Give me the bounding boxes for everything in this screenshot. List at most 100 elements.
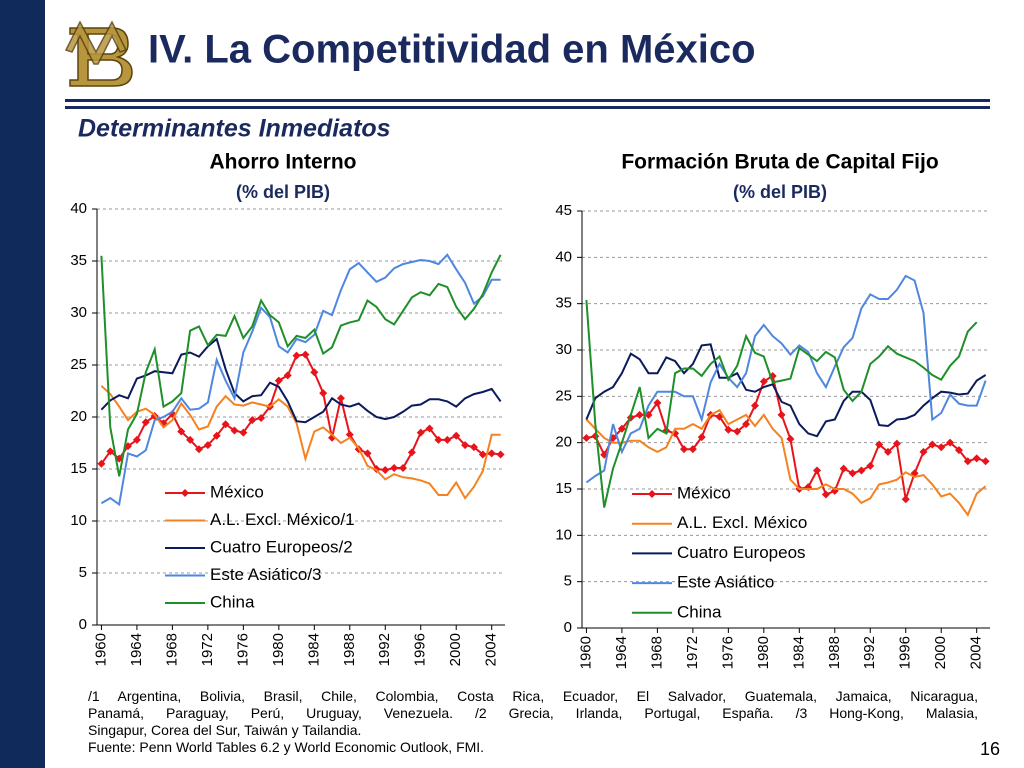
point [582, 434, 591, 443]
point [688, 445, 697, 454]
point [203, 441, 212, 450]
point [132, 435, 141, 444]
point [892, 439, 901, 448]
point [981, 457, 990, 466]
series-line [100, 385, 501, 500]
point [653, 398, 662, 407]
y-tick-label: 20 [70, 408, 87, 425]
x-tick-label: 2000 [447, 633, 464, 666]
point [319, 389, 328, 398]
x-tick-label: 1972 [684, 636, 701, 669]
series-line [586, 374, 986, 500]
legend-label: China [210, 592, 255, 611]
chart-subtitle: (% del PIB) [733, 182, 827, 202]
point [617, 424, 626, 433]
page-number: 16 [980, 739, 1000, 759]
legend-label: Cuatro Europeos/2 [210, 537, 353, 556]
logo [64, 20, 133, 87]
legend-label: China [677, 602, 722, 621]
legend-label: México [210, 482, 264, 501]
point [221, 420, 230, 429]
series-line [585, 408, 987, 517]
point [106, 447, 115, 456]
point [866, 461, 875, 470]
point [434, 435, 443, 444]
point [724, 425, 733, 434]
series-line [100, 353, 501, 472]
rule [65, 106, 990, 109]
rule [65, 99, 990, 102]
side-bar [0, 0, 45, 768]
point [954, 446, 963, 455]
point [212, 431, 221, 440]
point [848, 469, 857, 478]
point [469, 443, 478, 452]
y-tick-label: 40 [70, 200, 87, 217]
point [821, 490, 830, 499]
series-line [100, 337, 502, 424]
point [901, 495, 910, 504]
point [363, 449, 372, 458]
legend-marker [648, 490, 656, 498]
series-line [585, 274, 987, 484]
chart-title: Ahorro Interno [210, 151, 357, 174]
point [257, 414, 266, 423]
x-tick-label: 1972 [199, 633, 216, 666]
point [759, 377, 768, 386]
point [786, 434, 795, 443]
point [399, 463, 407, 472]
point [813, 466, 822, 475]
x-tick-label: 2004 [968, 636, 985, 669]
y-tick-label: 25 [70, 356, 87, 373]
point [230, 426, 239, 435]
point [839, 464, 848, 473]
x-tick-label: 1980 [755, 636, 772, 669]
logo-m [64, 20, 128, 65]
x-tick-label: 1988 [341, 633, 358, 666]
legend-label: Este Asiático/3 [210, 565, 322, 584]
footnote: /1 Argentina, Bolivia, Brasil, Chile, Co… [88, 688, 978, 704]
point [407, 448, 416, 457]
y-tick-label: 35 [70, 252, 87, 269]
series-line [100, 254, 502, 477]
slide-title: IV. La Competitividad en México [148, 28, 756, 72]
x-tick-label: 1980 [270, 633, 287, 666]
y-tick-label: 0 [564, 619, 572, 636]
point [97, 459, 106, 468]
x-tick-label: 1984 [305, 633, 322, 666]
x-tick-label: 1976 [234, 633, 251, 666]
y-tick-label: 35 [555, 295, 572, 312]
y-tick-label: 10 [555, 526, 572, 543]
y-tick-label: 5 [564, 573, 572, 590]
footnote: Singapur, Corea del Sur, Taiwán y Tailan… [88, 722, 362, 738]
x-tick-label: 1992 [861, 636, 878, 669]
series-line [585, 299, 978, 508]
x-tick-label: 1968 [648, 636, 665, 669]
point [875, 440, 884, 449]
point [857, 466, 866, 475]
point [345, 430, 354, 439]
footnote: Fuente: Penn World Tables 6.2 y World Ec… [88, 739, 485, 755]
legend-label: Cuatro Europeos [677, 543, 806, 562]
point [452, 431, 461, 440]
y-tick-label: 45 [555, 202, 572, 219]
point [742, 420, 751, 429]
x-tick-label: 1996 [897, 636, 914, 669]
y-tick-label: 15 [555, 480, 572, 497]
point [461, 441, 470, 450]
x-tick-label: 1992 [376, 633, 393, 666]
point [884, 447, 892, 456]
point [283, 371, 292, 380]
x-tick-label: 1964 [613, 636, 630, 669]
y-tick-label: 15 [70, 460, 87, 477]
point [777, 410, 786, 419]
point [680, 445, 688, 454]
x-tick-label: 1960 [577, 636, 594, 669]
y-tick-label: 10 [70, 512, 87, 529]
y-tick-label: 0 [79, 616, 87, 633]
x-tick-label: 1964 [128, 633, 145, 666]
y-tick-label: 5 [79, 564, 87, 581]
y-tick-label: 40 [555, 248, 572, 265]
point [697, 433, 706, 442]
point [390, 463, 399, 472]
